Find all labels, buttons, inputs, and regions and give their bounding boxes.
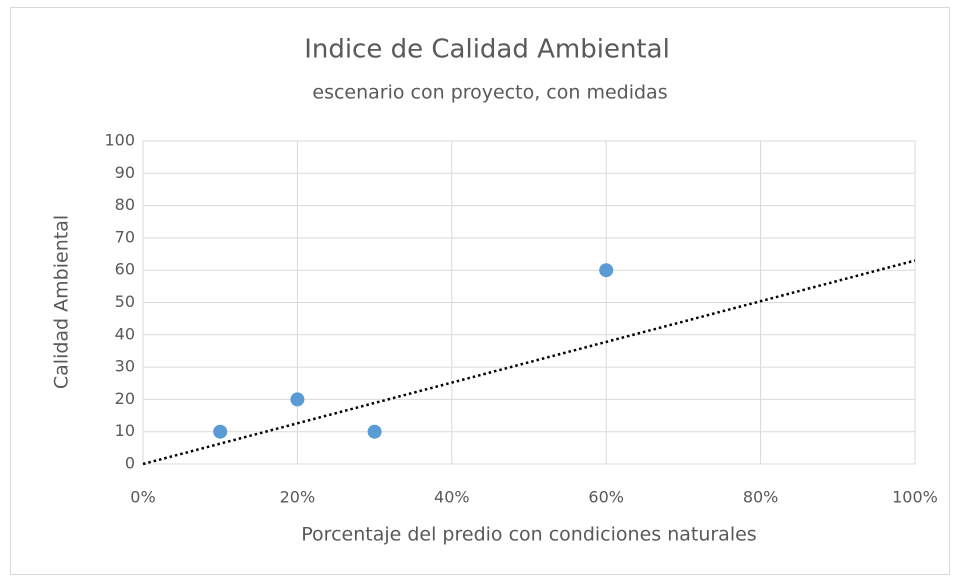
x-tick-label: 80%	[743, 488, 779, 507]
x-tick-label: 0%	[130, 488, 155, 507]
point	[599, 263, 614, 278]
point	[213, 424, 228, 439]
y-tick-label: 10	[115, 421, 135, 440]
x-axis-label: Porcentaje del predio con condiciones na…	[301, 524, 756, 546]
chart-subtitle: escenario con proyecto, con medidas	[312, 82, 667, 104]
y-tick-label: 20	[115, 389, 135, 408]
y-axis-label: Calidad Ambiental	[51, 215, 73, 389]
x-tick-label: 60%	[588, 488, 624, 507]
chart-border	[10, 7, 950, 575]
y-tick-label: 0	[125, 454, 135, 473]
y-tick-label: 60	[115, 260, 135, 279]
chart-title: Indice de Calidad Ambiental	[304, 35, 670, 65]
x-tick-label: 40%	[434, 488, 470, 507]
x-tick-label: 20%	[280, 488, 316, 507]
point	[367, 424, 382, 439]
y-tick-label: 90	[115, 163, 135, 182]
trendline	[142, 259, 916, 466]
y-tick-label: 40	[115, 324, 135, 343]
y-tick-label: 100	[104, 131, 135, 150]
y-tick-label: 70	[115, 227, 135, 246]
y-tick-label: 50	[115, 292, 135, 311]
y-tick-label: 30	[115, 357, 135, 376]
x-tick-label: 100%	[892, 488, 938, 507]
point	[290, 392, 305, 407]
y-tick-label: 80	[115, 195, 135, 214]
